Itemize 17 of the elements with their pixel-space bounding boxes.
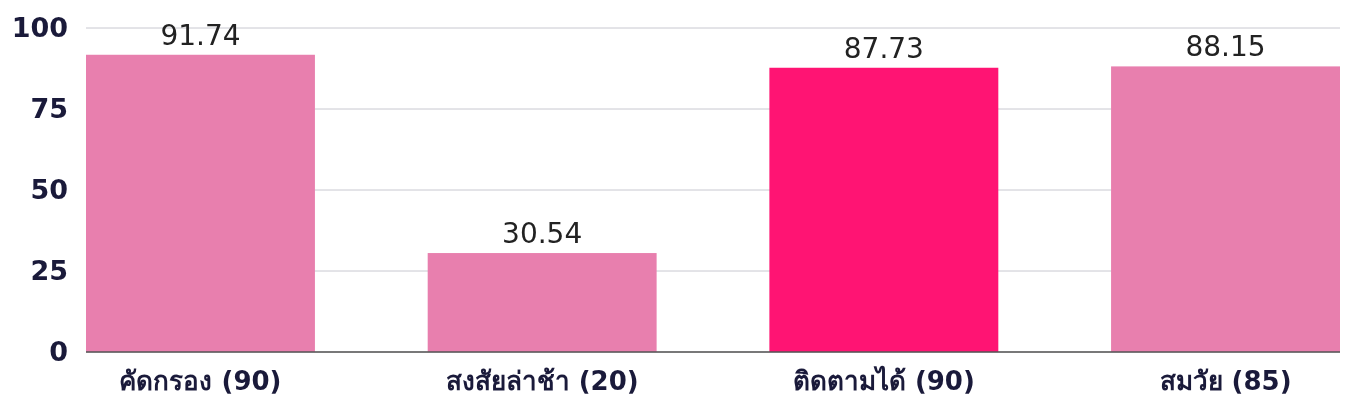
bar — [86, 54, 315, 352]
y-tick-label: 0 — [49, 336, 68, 368]
data-label: 88.15 — [1185, 30, 1266, 64]
x-tick-label: ติดตามได้ (90) — [792, 365, 975, 396]
data-label: 87.73 — [843, 31, 924, 65]
x-tick-label: คัดกรอง (90) — [119, 366, 282, 396]
data-label: 91.74 — [160, 18, 241, 52]
x-tick-label: สมวัย (85) — [1159, 366, 1292, 396]
y-tick-label: 50 — [30, 174, 68, 206]
y-tick-label: 100 — [11, 12, 68, 44]
bar — [769, 67, 999, 352]
x-tick-label: สงสัยล่าช้า (20) — [445, 366, 639, 396]
bar — [1111, 66, 1340, 352]
data-label: 30.54 — [502, 217, 583, 251]
y-tick-label: 25 — [30, 255, 68, 287]
y-tick-label: 75 — [30, 93, 68, 125]
bar — [427, 253, 657, 352]
